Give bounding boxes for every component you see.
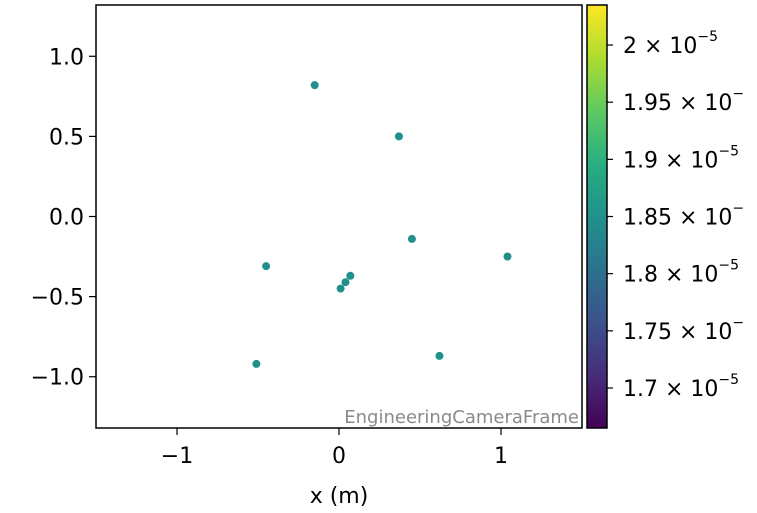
colorbar: 2 × 10−5 1.95 × 10− 1.9 × 10−5 1.85 × 10− 1.… (586, 4, 744, 429)
colorbar-tick-label: 1.95 × 10− (623, 86, 744, 116)
data-point (262, 262, 271, 271)
data-point (435, 351, 444, 360)
colorbar-gradient (586, 4, 608, 429)
frame-annotation: EngineeringCameraFrame (344, 407, 579, 428)
colorbar-tick-label: 1.85 × 10− (623, 201, 744, 231)
colorbar-tick-label: 2 × 10−5 (623, 29, 718, 59)
x-tick-label: 0 (332, 444, 346, 469)
y-tick-label: 0.5 (49, 125, 84, 150)
data-point (336, 284, 345, 293)
colorbar-tick-label: 1.8 × 10−5 (623, 258, 739, 288)
x-tick-label: 1 (494, 444, 508, 469)
y-tick-label: −0.5 (31, 286, 84, 311)
plot-area (95, 4, 583, 429)
y-axis-ticks: 1.0 0.5 0.0 −0.5 −1.0 (31, 45, 96, 391)
x-tick-label: −1 (161, 444, 193, 469)
data-point (341, 278, 350, 287)
colorbar-tick-label: 1.9 × 10−5 (623, 143, 739, 173)
y-tick-label: 1.0 (49, 45, 84, 70)
data-point (394, 132, 403, 141)
x-axis-label: x (m) (310, 484, 369, 509)
y-tick-label: 0.0 (49, 206, 84, 231)
colorbar-tick-label: 1.7 × 10−5 (623, 372, 739, 402)
data-point (252, 359, 261, 368)
y-tick-label: −1.0 (31, 366, 84, 391)
data-point (310, 81, 319, 90)
data-points (252, 81, 512, 368)
colorbar-tick-label: 1.75 × 10− (623, 315, 744, 345)
data-point (407, 234, 416, 243)
plot-frame (95, 4, 583, 429)
data-point (503, 252, 512, 261)
data-point (346, 271, 355, 280)
x-axis-ticks: −1 0 1 (161, 428, 508, 469)
